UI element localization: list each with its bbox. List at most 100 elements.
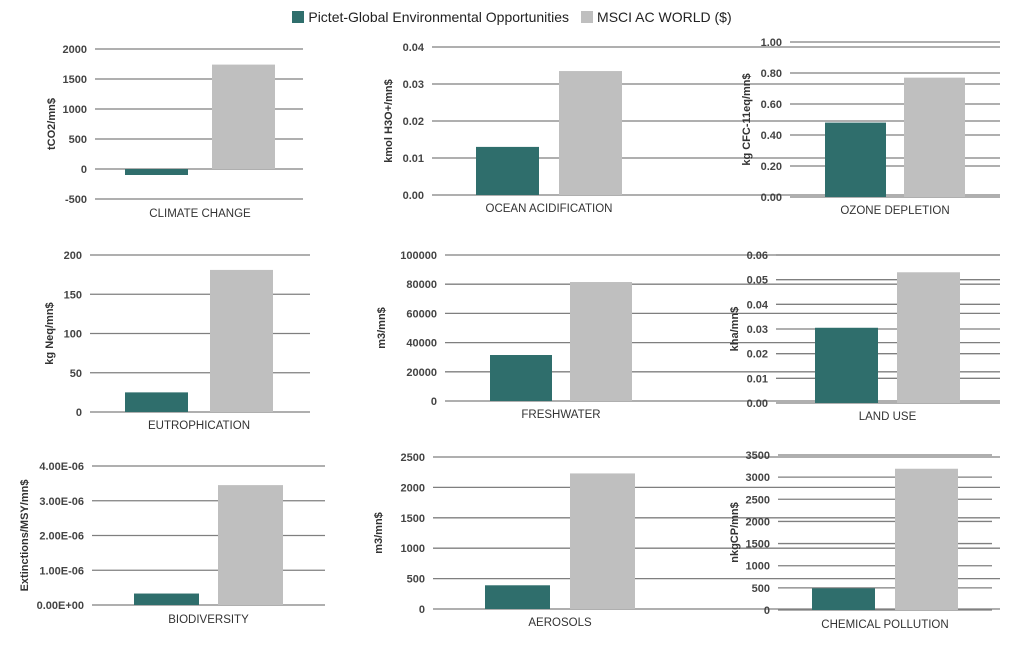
y-tick-label: 0.04 bbox=[747, 299, 769, 311]
y-tick-label: 1500 bbox=[63, 74, 87, 86]
y-tick-label: 3000 bbox=[746, 472, 770, 484]
chart-climate-change: -500 0 500 1000 1500 2000 tCO2/mn$ CLIMATE CHAN… bbox=[46, 44, 303, 220]
bar-msci bbox=[904, 77, 965, 197]
y-axis-label: tCO2/mn$ bbox=[46, 98, 58, 150]
bar-msci bbox=[212, 64, 275, 169]
y-tick-label: 100 bbox=[64, 329, 82, 341]
y-tick-label: 0.02 bbox=[747, 349, 768, 361]
y-tick-label: 0.00 bbox=[761, 192, 782, 204]
x-category-label: AEROSOLS bbox=[528, 617, 592, 629]
bar-pictet bbox=[476, 146, 539, 195]
legend-label-pictet: Pictet-Global Environmental Opportunitie… bbox=[308, 9, 570, 25]
x-category-label: OZONE DEPLETION bbox=[840, 205, 949, 217]
bar-pictet bbox=[125, 392, 188, 412]
y-axis-label: nkgCP/mn$ bbox=[729, 502, 741, 563]
x-category-label: FRESHWATER bbox=[521, 409, 600, 421]
y-axis-label: kg CFC-11eq/mn$ bbox=[741, 73, 753, 165]
y-tick-label: 1.00 bbox=[761, 37, 782, 49]
x-category-label: LAND USE bbox=[859, 411, 917, 423]
bar-pictet bbox=[134, 593, 199, 605]
y-tick-label: 0 bbox=[764, 605, 770, 617]
y-tick-label: 2000 bbox=[401, 482, 425, 494]
bar-pictet bbox=[825, 122, 886, 197]
y-tick-label: 3.00E-06 bbox=[39, 496, 84, 508]
y-tick-label: 0 bbox=[81, 164, 87, 176]
chart-freshwater: 0 20000 40000 60000 80000 100000 m3/mn$ FRESHWA… bbox=[376, 250, 1000, 421]
y-tick-label: 40000 bbox=[406, 338, 437, 350]
bar-msci bbox=[895, 468, 958, 610]
chart-ozone-depletion: 0.00 0.20 0.40 0.60 0.80 1.00 kg CFC-11eq/mn$ O… bbox=[741, 37, 1000, 217]
y-tick-label: 1500 bbox=[746, 539, 770, 551]
y-tick-label: 0 bbox=[431, 396, 437, 408]
legend: Pictet-Global Environmental Opportunitie… bbox=[0, 6, 1024, 28]
bar-pictet bbox=[485, 585, 550, 609]
y-tick-label: 0.04 bbox=[403, 42, 425, 54]
chart-land-use: 0.00 0.01 0.02 0.03 0.04 0.05 0.06 kha/mn$ LAND … bbox=[729, 250, 1000, 423]
bar-msci bbox=[218, 485, 283, 605]
y-tick-label: 200 bbox=[64, 250, 82, 262]
y-tick-label: 50 bbox=[70, 368, 82, 380]
y-tick-label: 0.05 bbox=[747, 275, 768, 287]
y-tick-label: 0 bbox=[76, 407, 82, 419]
y-tick-label: 20000 bbox=[406, 367, 437, 379]
y-tick-label: 2500 bbox=[746, 494, 770, 506]
chart-biodiversity: 0.00E+00 1.00E-06 2.00E-06 3.00E-06 4.00E-06… bbox=[19, 461, 325, 626]
y-tick-label: 2000 bbox=[746, 516, 770, 528]
bar-pictet bbox=[812, 588, 875, 610]
y-tick-label: -500 bbox=[65, 194, 87, 206]
x-category-label: CHEMICAL POLLUTION bbox=[821, 619, 948, 631]
chart-chemical-pollution: 0 500 1000 1500 2000 2500 3000 3500 nkgCP/mn$ CHE… bbox=[729, 450, 992, 631]
bar-msci bbox=[897, 272, 960, 403]
y-tick-label: 1000 bbox=[401, 543, 425, 555]
bar-msci bbox=[559, 71, 622, 195]
y-tick-label: 0.03 bbox=[747, 324, 768, 336]
y-tick-label: 0.06 bbox=[747, 250, 768, 262]
legend-item-pictet: Pictet-Global Environmental Opportunitie… bbox=[292, 9, 569, 25]
y-tick-label: 0 bbox=[419, 604, 425, 616]
y-axis-label: m3/mn$ bbox=[373, 512, 385, 554]
x-category-label: CLIMATE CHANGE bbox=[149, 208, 251, 220]
y-tick-label: 2.00E-06 bbox=[39, 531, 84, 543]
y-axis-label: m3/mn$ bbox=[376, 307, 388, 349]
y-tick-label: 2000 bbox=[63, 44, 87, 56]
y-tick-label: 0.00 bbox=[403, 190, 424, 202]
bar-pictet bbox=[815, 327, 878, 403]
y-tick-label: 1500 bbox=[401, 513, 425, 525]
y-tick-label: 0.02 bbox=[403, 116, 424, 128]
chart-aerosols: 0 500 1000 1500 2000 2500 m3/mn$ AEROSOLS bbox=[373, 452, 1000, 629]
y-axis-label: Extinctions/MSY/mn$ bbox=[19, 480, 31, 592]
y-tick-label: 0.03 bbox=[403, 79, 424, 91]
bar-msci bbox=[210, 269, 273, 412]
x-category-label: OCEAN ACIDIFICATION bbox=[486, 203, 613, 215]
bar-pictet bbox=[490, 355, 552, 401]
y-tick-label: 60000 bbox=[406, 308, 437, 320]
y-axis-label: kmol H3O+/mn$ bbox=[383, 79, 395, 162]
y-tick-label: 2500 bbox=[401, 452, 425, 464]
y-axis-label: kg Neq/mn$ bbox=[44, 302, 56, 364]
y-tick-label: 3500 bbox=[746, 450, 770, 462]
y-tick-label: 150 bbox=[64, 289, 82, 301]
y-tick-label: 4.00E-06 bbox=[39, 461, 84, 473]
bar-msci bbox=[570, 473, 635, 609]
y-tick-label: 0.80 bbox=[761, 68, 782, 80]
bar-pictet bbox=[125, 169, 188, 175]
y-tick-label: 1.00E-06 bbox=[39, 565, 84, 577]
bar-msci bbox=[570, 282, 632, 401]
y-tick-label: 500 bbox=[752, 583, 770, 595]
chart-eutrophication: 0 50 100 150 200 kg Neq/mn$ EUTROPHICATION bbox=[44, 250, 310, 432]
legend-swatch-pictet bbox=[292, 11, 305, 23]
y-tick-label: 0.40 bbox=[761, 130, 782, 142]
y-tick-label: 0.20 bbox=[761, 161, 782, 173]
x-category-label: BIODIVERSITY bbox=[168, 614, 249, 626]
y-tick-label: 1000 bbox=[746, 561, 770, 573]
y-tick-label: 500 bbox=[407, 574, 425, 586]
y-tick-label: 0.60 bbox=[761, 99, 782, 111]
y-tick-label: 0.01 bbox=[403, 153, 424, 165]
y-tick-label: 100000 bbox=[400, 250, 437, 262]
legend-item-msci: MSCI AC WORLD ($) bbox=[581, 9, 732, 25]
y-tick-label: 500 bbox=[69, 134, 87, 146]
x-category-label: EUTROPHICATION bbox=[148, 420, 250, 432]
legend-swatch-msci bbox=[581, 11, 594, 23]
legend-label-msci: MSCI AC WORLD ($) bbox=[597, 9, 732, 25]
